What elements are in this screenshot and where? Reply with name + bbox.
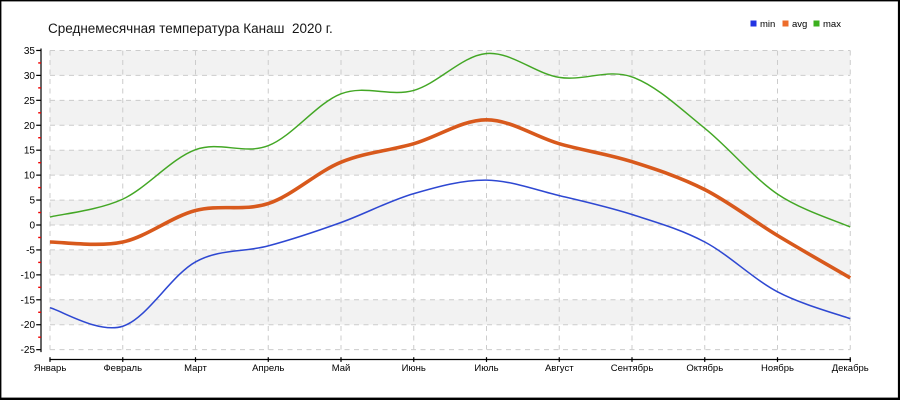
svg-text:-15: -15: [21, 295, 36, 306]
svg-text:avg: avg: [792, 19, 807, 30]
svg-text:25: 25: [24, 96, 36, 107]
svg-text:max: max: [823, 19, 841, 30]
svg-text:Декабрь: Декабрь: [832, 363, 869, 374]
svg-text:35: 35: [24, 46, 36, 57]
svg-text:10: 10: [24, 171, 36, 182]
svg-text:Ноябрь: Ноябрь: [761, 363, 794, 374]
svg-text:0: 0: [29, 221, 35, 232]
svg-text:Среднемесячная температура Кан: Среднемесячная температура Канаш 2020 г.: [48, 21, 333, 36]
svg-text:Январь: Январь: [34, 363, 67, 374]
svg-text:Апрель: Апрель: [252, 363, 284, 374]
svg-text:Сентябрь: Сентябрь: [611, 363, 654, 374]
svg-text:-25: -25: [21, 345, 36, 356]
svg-text:-5: -5: [26, 245, 35, 256]
svg-text:Октябрь: Октябрь: [686, 363, 723, 374]
svg-text:Июль: Июль: [474, 363, 498, 374]
svg-text:Февраль: Февраль: [103, 363, 142, 374]
svg-text:20: 20: [24, 121, 36, 132]
svg-text:Март: Март: [184, 363, 207, 374]
svg-text:5: 5: [29, 196, 35, 207]
svg-text:15: 15: [24, 146, 36, 157]
svg-text:30: 30: [24, 71, 36, 82]
svg-text:Май: Май: [332, 363, 351, 374]
svg-text:-20: -20: [21, 320, 36, 331]
svg-text:Август: Август: [545, 363, 574, 374]
svg-text:min: min: [760, 19, 775, 30]
svg-text:-10: -10: [21, 270, 36, 281]
svg-text:Июнь: Июнь: [402, 363, 426, 374]
